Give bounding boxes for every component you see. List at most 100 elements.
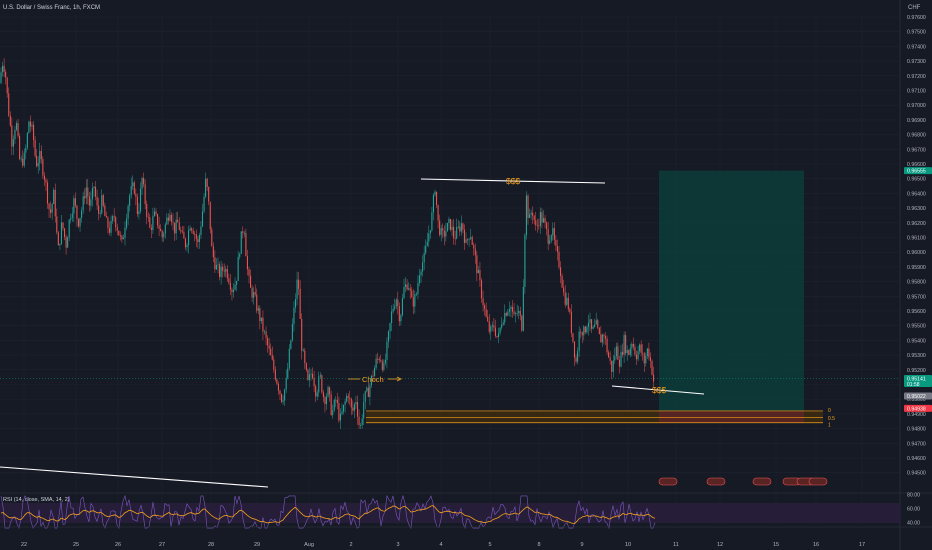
candle-body <box>501 324 503 328</box>
candle-body <box>418 275 421 283</box>
event-markers[interactable] <box>658 477 828 486</box>
candle-body <box>116 227 118 231</box>
candle-body <box>28 121 30 134</box>
candle-body <box>322 392 324 398</box>
price-tick-label: 0.97100 <box>907 89 926 95</box>
candle-body <box>408 288 410 290</box>
candle-body <box>622 352 624 355</box>
candle-body <box>132 182 134 187</box>
time-tick-label: 4 <box>439 542 442 548</box>
candle-body <box>580 331 582 333</box>
candle-body <box>312 373 314 379</box>
price-tick-label: 0.96500 <box>907 177 926 183</box>
candle-body <box>138 211 140 215</box>
candle-body <box>604 336 607 339</box>
candle-body <box>15 123 18 130</box>
candle-body <box>608 352 610 358</box>
candle-body <box>573 341 576 358</box>
price-tick-label: 0.97200 <box>907 74 926 80</box>
candle-body <box>169 214 171 221</box>
candle-body <box>411 290 413 298</box>
candle-body <box>463 229 465 243</box>
candle-body <box>541 212 543 223</box>
price-tag <box>904 167 932 175</box>
candle-body <box>352 407 354 411</box>
rsi-tick-label: 60.00 <box>907 507 920 513</box>
candle-body <box>76 205 78 219</box>
candle-body <box>552 228 554 236</box>
candle-body <box>65 237 67 248</box>
candle-body <box>330 394 332 415</box>
price-tick-label: 0.96900 <box>907 118 926 124</box>
candle-body <box>321 375 323 393</box>
candle-body <box>231 289 233 293</box>
candle-body <box>232 289 235 293</box>
candle-body <box>149 217 151 228</box>
candle-body <box>250 275 252 288</box>
candle-body <box>39 150 41 163</box>
candle-body <box>515 313 517 315</box>
candle-body <box>502 322 504 325</box>
candle-body <box>150 227 152 230</box>
time-tick-label: 2 <box>349 542 352 548</box>
countdown-label: 01:58 <box>907 382 920 388</box>
candle-body <box>482 298 484 306</box>
candle-body <box>282 400 284 402</box>
candle-body <box>522 286 524 331</box>
candle-body <box>274 369 276 380</box>
candle-body <box>298 279 300 289</box>
candle-body <box>31 124 33 127</box>
candle-body <box>442 228 444 231</box>
candle-body <box>460 223 462 232</box>
candle-body <box>626 350 628 354</box>
candle-body <box>521 315 523 331</box>
candle-body <box>563 287 565 293</box>
candle-body <box>236 280 238 285</box>
candle-body <box>260 317 262 322</box>
candle-body <box>152 216 154 230</box>
candle-body <box>339 413 341 421</box>
candle-body <box>525 195 527 235</box>
candle-body <box>504 312 506 323</box>
time-axis[interactable]: 22 25 26 27 28 29 Aug 2 3 4 5 8 9 10 11 12 15 16 17 <box>0 526 932 548</box>
rsi-line <box>0 494 656 530</box>
candle-body <box>505 312 507 316</box>
fib-level-label: 0 <box>828 408 831 414</box>
candle-body <box>383 363 385 370</box>
candle-body <box>498 333 500 337</box>
candle-body <box>215 265 217 270</box>
candle-body <box>572 333 574 342</box>
candle-body <box>556 246 558 252</box>
candle-body <box>649 357 651 361</box>
candle-body <box>480 280 483 299</box>
candle-body <box>223 270 225 272</box>
trendline <box>0 466 269 488</box>
price-axis[interactable]: 0.97600 0.97500 0.97400 0.97300 0.97200 0.971… <box>904 15 932 477</box>
time-tick-label: 16 <box>813 542 819 548</box>
price-tick-label: 0.95600 <box>907 309 926 315</box>
candle-body <box>29 121 31 127</box>
price-tick-label: 0.94600 <box>907 456 926 462</box>
candle-body <box>166 217 168 225</box>
candle-body <box>42 159 44 176</box>
candle-body <box>144 184 146 205</box>
candle-body <box>538 225 540 227</box>
economic-event-marker <box>808 477 828 486</box>
candle-body <box>294 299 297 308</box>
candle-body <box>77 218 80 227</box>
time-tick-label: 11 <box>673 542 679 548</box>
candle-body <box>276 379 278 384</box>
candle-body <box>564 292 566 305</box>
candle-body <box>412 297 414 307</box>
candle-body <box>197 239 199 243</box>
candle-body <box>635 354 638 360</box>
candle-body <box>206 178 208 187</box>
candle-body <box>164 224 166 234</box>
rsi-label: RSI (14, close, SMA, 14, 2) <box>3 497 70 503</box>
candle-body <box>631 343 633 349</box>
candle-body <box>112 216 114 221</box>
candle-body <box>335 399 337 401</box>
candle-body <box>257 308 259 311</box>
rsi-tick-label: 80.00 <box>907 493 920 499</box>
